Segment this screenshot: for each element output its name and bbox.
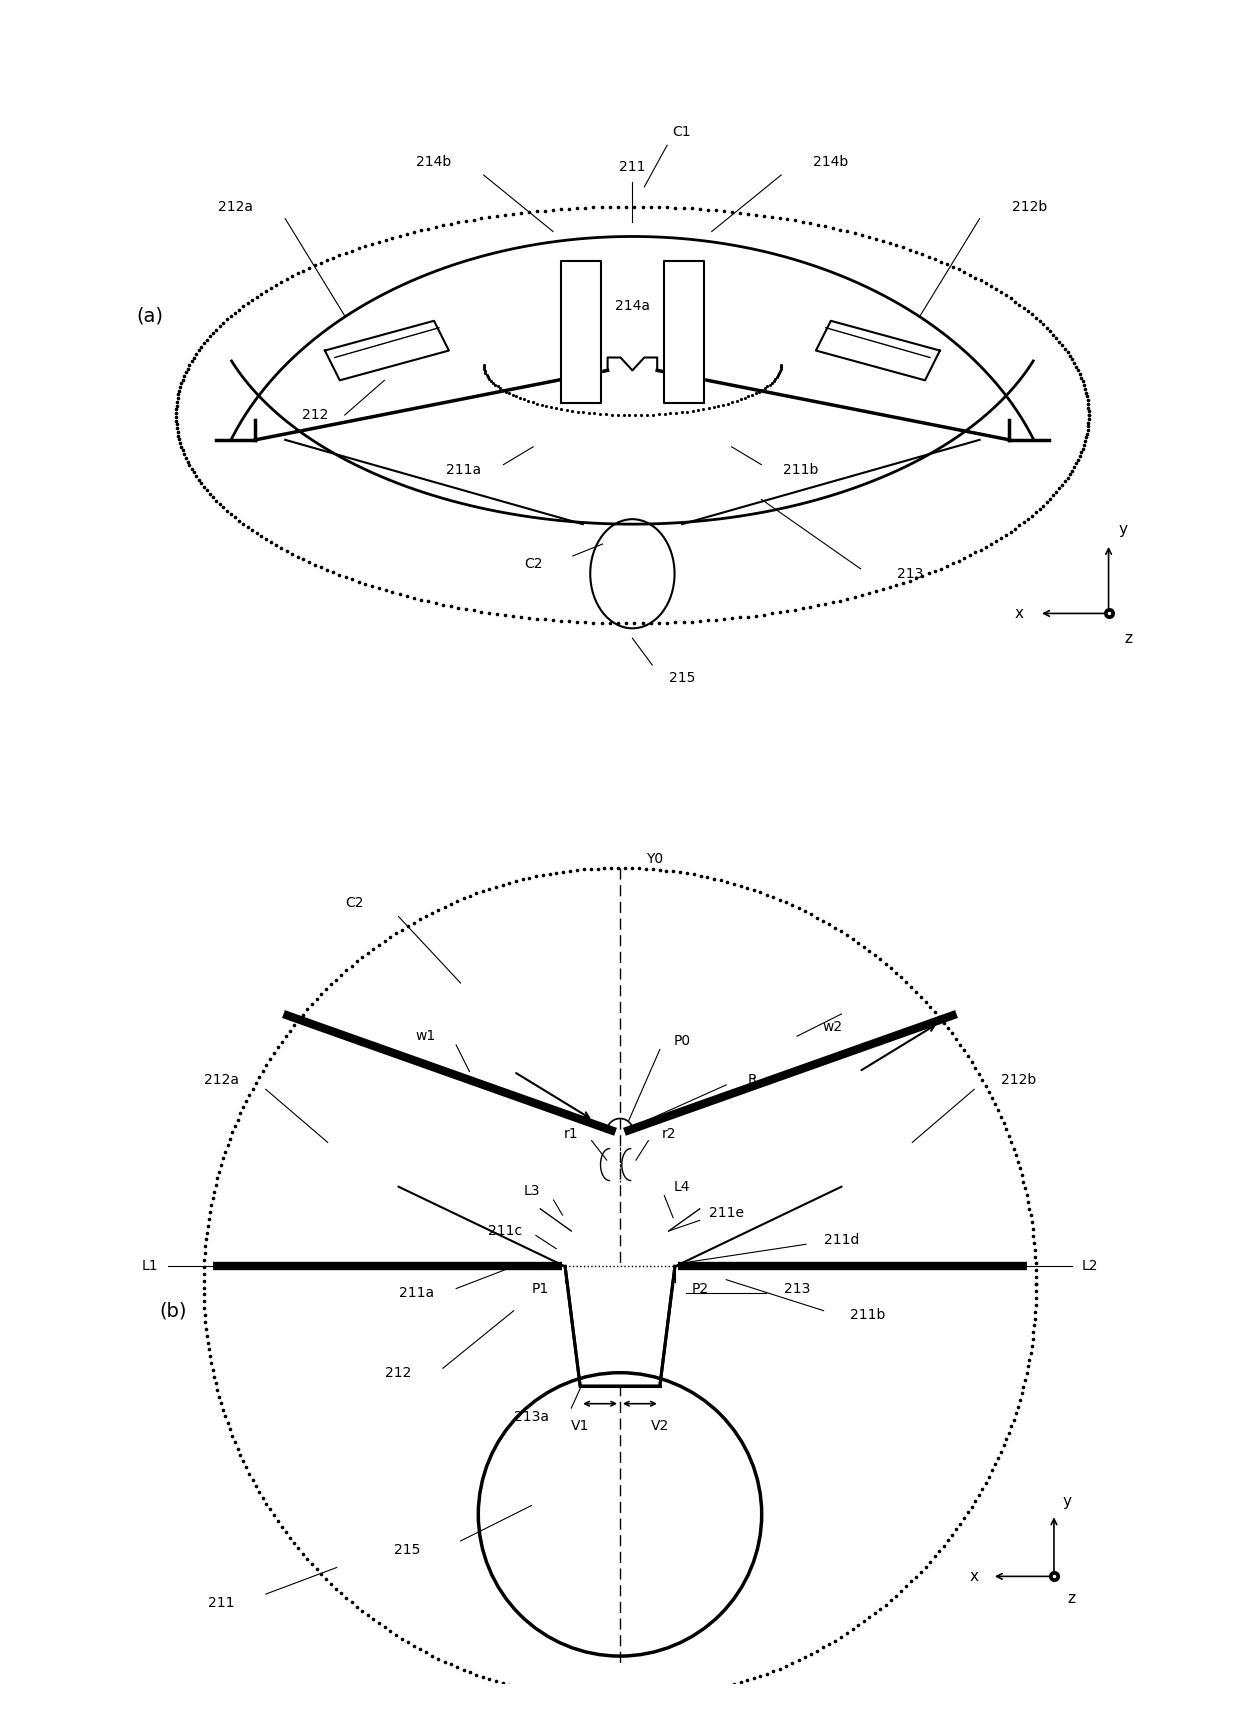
Text: 211a: 211a (399, 1286, 434, 1300)
Text: 211d: 211d (823, 1233, 859, 1247)
Text: 213: 213 (897, 567, 924, 580)
Text: x: x (1014, 606, 1024, 622)
Polygon shape (565, 1267, 675, 1386)
Text: 214b: 214b (813, 155, 848, 168)
Text: x: x (970, 1569, 978, 1583)
Text: 213: 213 (784, 1281, 810, 1296)
Text: C1: C1 (672, 125, 692, 139)
Text: L3: L3 (523, 1185, 539, 1198)
Text: 212a: 212a (203, 1073, 239, 1087)
Text: V1: V1 (570, 1418, 589, 1432)
Polygon shape (665, 261, 704, 403)
Text: 211c: 211c (487, 1224, 522, 1238)
Text: r1: r1 (564, 1126, 579, 1140)
Text: V2: V2 (651, 1418, 668, 1432)
Text: 211b: 211b (784, 462, 818, 477)
Text: y: y (1063, 1494, 1071, 1509)
Text: L1: L1 (141, 1260, 159, 1274)
Text: 211: 211 (208, 1597, 234, 1611)
Text: 212b: 212b (1012, 199, 1047, 213)
Text: z: z (1125, 630, 1132, 646)
Text: 213a: 213a (513, 1410, 549, 1423)
Text: (b): (b) (160, 1301, 187, 1320)
Text: 211b: 211b (851, 1308, 885, 1322)
Polygon shape (816, 321, 940, 381)
Text: R: R (748, 1073, 758, 1087)
Text: (a): (a) (136, 306, 164, 325)
Text: 214a: 214a (615, 299, 650, 312)
Text: Y0: Y0 (646, 852, 663, 865)
Text: C2: C2 (345, 896, 363, 910)
Polygon shape (325, 321, 449, 381)
Text: C2: C2 (525, 556, 542, 570)
Text: w1: w1 (415, 1028, 435, 1044)
Text: r2: r2 (661, 1126, 676, 1140)
Text: z: z (1068, 1592, 1075, 1605)
Text: 215: 215 (394, 1544, 420, 1557)
Polygon shape (560, 261, 600, 403)
Text: P0: P0 (673, 1034, 691, 1047)
Text: 211e: 211e (709, 1207, 744, 1221)
Text: w2: w2 (822, 1020, 843, 1034)
Text: 212b: 212b (1001, 1073, 1037, 1087)
Text: 215: 215 (668, 671, 696, 685)
Text: L2: L2 (1081, 1260, 1099, 1274)
Text: L4: L4 (673, 1180, 691, 1193)
Text: 212: 212 (301, 409, 329, 422)
Text: 212: 212 (386, 1365, 412, 1380)
Text: P1: P1 (532, 1281, 549, 1296)
Text: P2: P2 (691, 1281, 708, 1296)
Text: y: y (1118, 522, 1128, 537)
Text: 211: 211 (619, 160, 646, 173)
Text: 211a: 211a (446, 462, 481, 477)
Text: 212a: 212a (218, 199, 253, 213)
Text: 214b: 214b (417, 155, 451, 168)
